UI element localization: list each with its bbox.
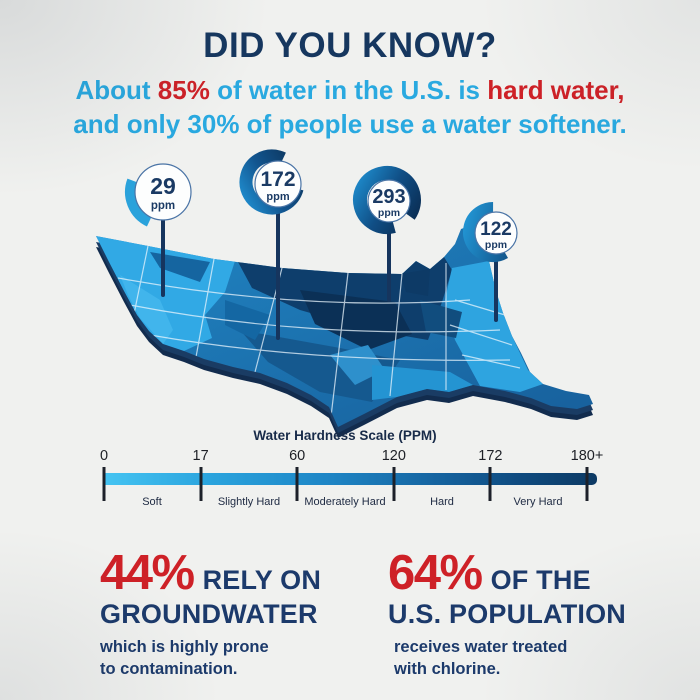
callout-unit: ppm bbox=[151, 200, 175, 212]
scale-segment-label: Slightly Hard bbox=[217, 496, 281, 508]
stat-title-line2: U.S. POPULATION bbox=[388, 599, 627, 629]
callout-circle bbox=[254, 160, 302, 208]
scale-tick-value: 60 bbox=[289, 448, 306, 464]
scale-tick-value: 17 bbox=[192, 448, 209, 464]
subtitle-line1: About 85% of water in the U.S. is hard w… bbox=[0, 73, 700, 107]
scale-tick-mark bbox=[199, 467, 203, 501]
header: DID YOU KNOW? About 85% of water in the … bbox=[0, 26, 700, 141]
scale-tick-mark bbox=[102, 467, 106, 501]
map-callout-172: 172 ppm bbox=[239, 149, 305, 215]
subtitle-text: About bbox=[75, 75, 158, 105]
subtitle-highlight-85: 85% bbox=[157, 75, 210, 105]
scale-tick-value: 120 bbox=[381, 448, 406, 464]
scale-tick-mark bbox=[488, 467, 492, 501]
stat-headline: 64% OF THE bbox=[388, 549, 688, 598]
region-greatlakes-dark bbox=[400, 269, 430, 296]
callout-arc bbox=[463, 202, 523, 262]
map-3d-body bbox=[96, 225, 593, 438]
callout-value: 172 bbox=[260, 168, 295, 191]
callout-unit: ppm bbox=[485, 239, 507, 251]
scale-tick-mark bbox=[585, 467, 589, 501]
scale-segment-label: Soft bbox=[142, 496, 162, 508]
stat-title: RELY ON bbox=[202, 565, 322, 595]
callout-circle bbox=[367, 179, 411, 223]
callout-value: 122 bbox=[480, 219, 512, 240]
subtitle: About 85% of water in the U.S. is hard w… bbox=[0, 73, 700, 141]
callout-circle bbox=[474, 211, 518, 255]
callout-unit: ppm bbox=[378, 207, 400, 219]
stat-percentage: 64% bbox=[388, 546, 483, 600]
stat-population: 64% OF THE U.S. POPULATION receives wate… bbox=[388, 549, 688, 681]
scale-gradient-bar bbox=[104, 473, 597, 485]
hardness-scale: 0 17 60 120 172 180+ Soft Slightly Hard … bbox=[100, 448, 604, 510]
stat-headline: 44% RELY ON bbox=[100, 549, 400, 598]
scale-title: Water Hardness Scale (PPM) bbox=[253, 428, 437, 443]
map-callout-29: 29 ppm bbox=[125, 154, 201, 230]
scale-segment-label: Very Hard bbox=[513, 496, 563, 508]
subtitle-highlight-hardwater: hard water, bbox=[487, 75, 625, 105]
region-gulf-light bbox=[372, 365, 473, 400]
callout-value: 293 bbox=[372, 186, 405, 208]
stat-title: OF THE bbox=[490, 565, 591, 595]
scale-tick-mark bbox=[392, 467, 396, 501]
scale-segment-label: Moderately Hard bbox=[304, 496, 386, 508]
region-south-mid bbox=[240, 330, 400, 402]
subtitle-line2: and only 30% of people use a water softe… bbox=[73, 109, 627, 139]
scale-tick-value: 0 bbox=[99, 448, 109, 464]
callout-value: 29 bbox=[150, 173, 176, 199]
page-title: DID YOU KNOW? bbox=[203, 26, 497, 65]
region-california-light bbox=[120, 275, 173, 344]
stat-groundwater: 44% RELY ON GROUNDWATER which is highly … bbox=[100, 549, 400, 681]
scale-tick-mark bbox=[295, 467, 299, 501]
map-regions bbox=[96, 236, 543, 402]
callout-unit: ppm bbox=[266, 191, 289, 203]
callout-arc bbox=[125, 154, 201, 230]
region-core-darker bbox=[300, 290, 412, 350]
scale-tick-value: 180+ bbox=[570, 448, 604, 464]
region-east-light bbox=[445, 261, 543, 392]
map-callout-122: 122 ppm bbox=[463, 202, 523, 262]
region-mid-patch bbox=[225, 300, 270, 340]
stat-title-line2: GROUNDWATER bbox=[100, 599, 318, 629]
stat-description: receives water treated with chlorine. bbox=[394, 638, 568, 679]
callout-circle bbox=[134, 163, 192, 221]
region-ohio-mid bbox=[420, 300, 462, 338]
region-ozark-light bbox=[330, 345, 385, 385]
stat-description: which is highly prone to contamination. bbox=[100, 638, 269, 679]
subtitle-text: of water in the U.S. is bbox=[209, 75, 488, 105]
scale-segment-label: Hard bbox=[430, 496, 454, 508]
scale-tick-value: 172 bbox=[478, 448, 503, 464]
map-callout-293: 293 ppm bbox=[353, 166, 421, 234]
stat-percentage: 44% bbox=[100, 546, 195, 600]
